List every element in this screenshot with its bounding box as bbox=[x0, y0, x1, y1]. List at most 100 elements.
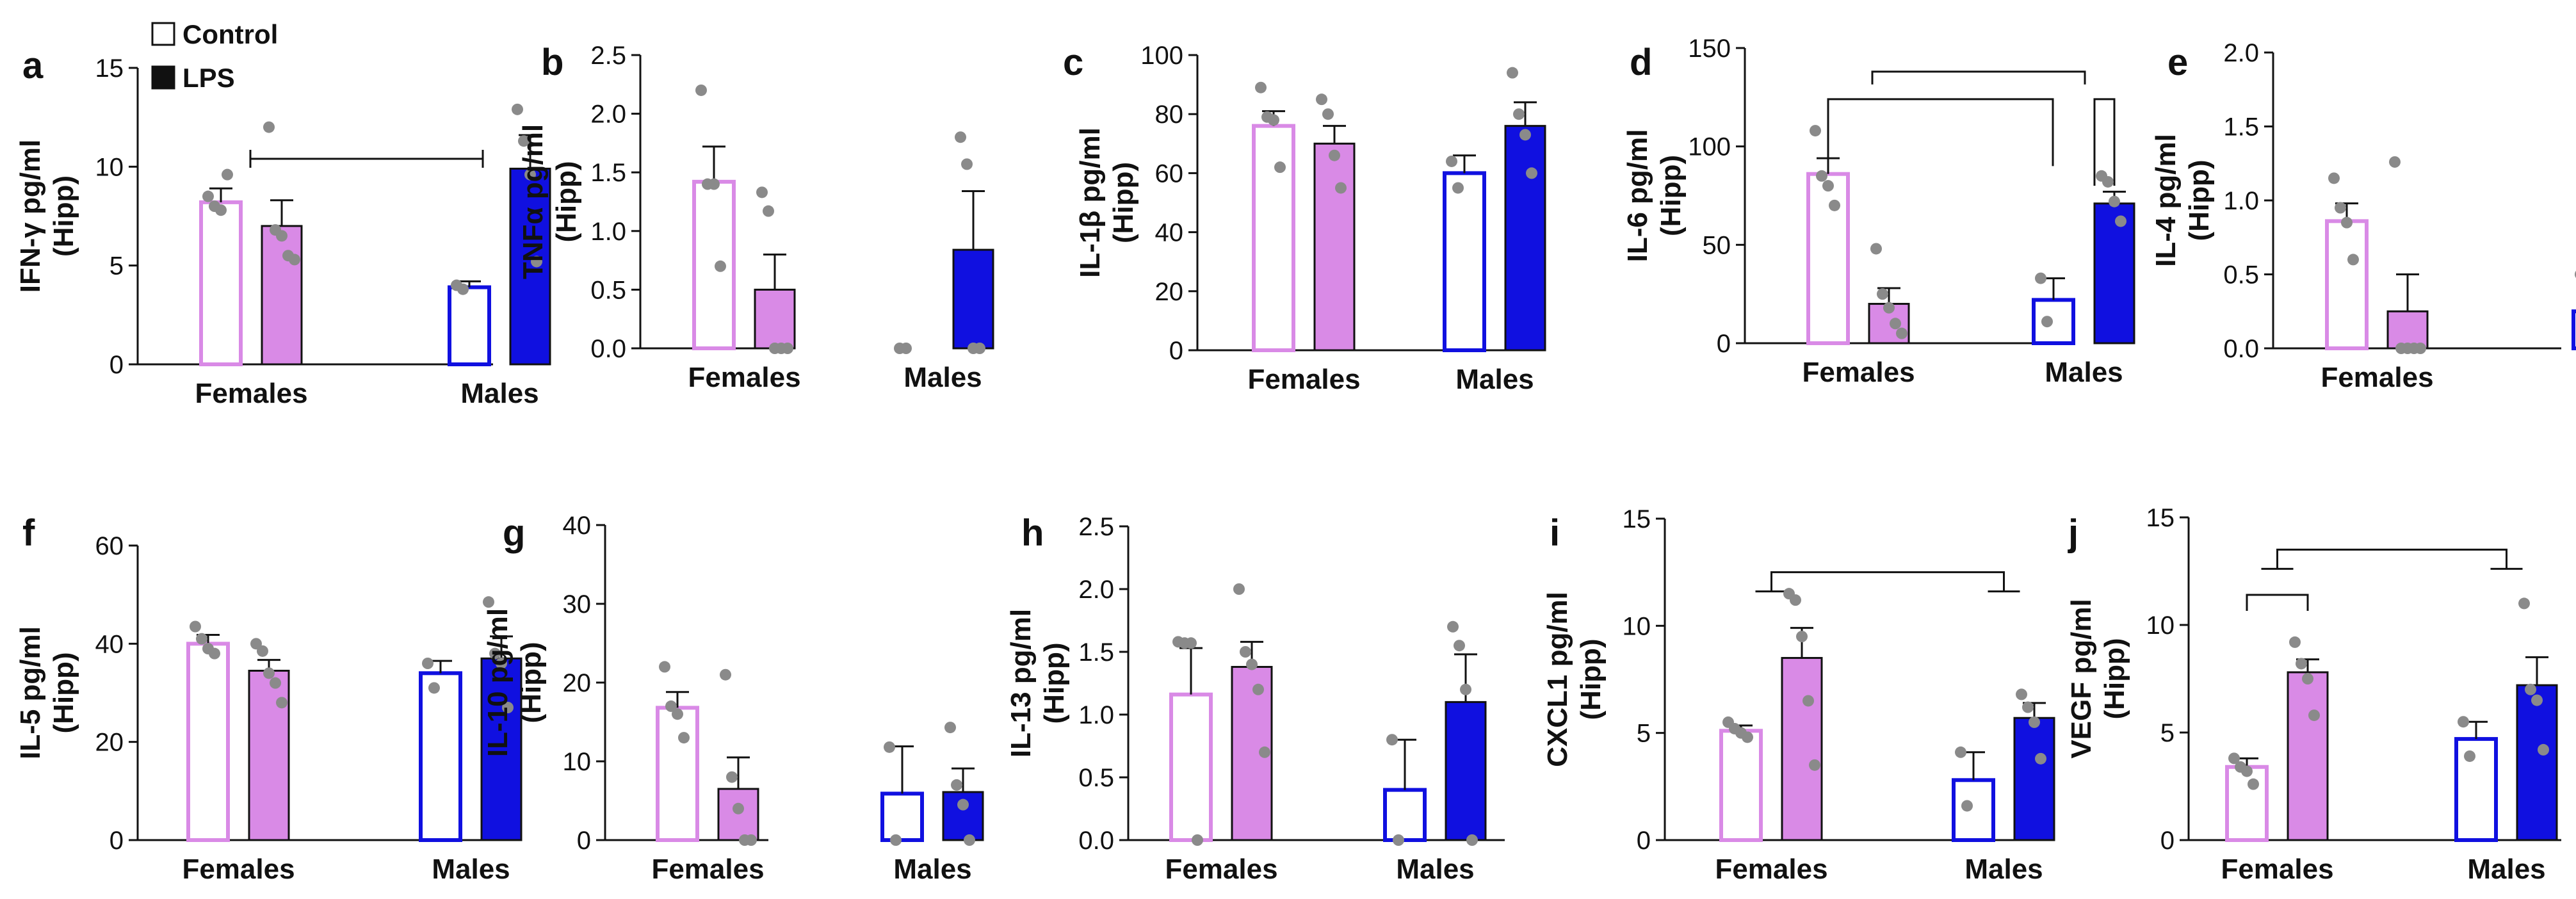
data-point bbox=[1829, 199, 1840, 211]
data-point bbox=[1329, 149, 1340, 161]
y-tick-label: 150 bbox=[1688, 35, 1731, 63]
bar bbox=[1781, 657, 1823, 841]
data-point bbox=[2296, 658, 2307, 670]
panel-letter: e bbox=[2167, 42, 2188, 83]
data-point bbox=[1259, 746, 1270, 758]
bar-group-females-lps bbox=[2287, 636, 2329, 841]
y-tick-label: 0 bbox=[577, 827, 591, 855]
bar bbox=[754, 288, 796, 350]
data-point bbox=[2464, 750, 2475, 762]
y-axis-label-line: (Hipp) bbox=[515, 642, 547, 723]
data-point bbox=[2347, 254, 2359, 266]
data-point bbox=[209, 647, 220, 660]
data-point bbox=[1809, 759, 1820, 771]
legend-lps-label: LPS bbox=[182, 63, 235, 93]
bar-group-females-lps bbox=[1781, 588, 1823, 841]
significance-bracket bbox=[2093, 98, 2116, 186]
y-axis-label-line: IL-5 pg/ml bbox=[15, 626, 46, 759]
x-category-label: Females bbox=[2321, 362, 2433, 393]
data-point bbox=[1460, 683, 1471, 695]
bar-group-males-control bbox=[2032, 272, 2075, 345]
y-tick-label: 0 bbox=[109, 351, 124, 379]
bar bbox=[656, 706, 699, 842]
panel-h: h IL-13 pg/ml(Hipp) 0.0 0.5 1.0 1.5 2.0 2.5 Fema… bbox=[1005, 512, 1505, 885]
data-point bbox=[1252, 683, 1264, 695]
data-point bbox=[196, 633, 207, 645]
data-point bbox=[733, 802, 744, 814]
bar bbox=[199, 200, 243, 367]
data-point bbox=[1883, 302, 1895, 314]
y-tick-label: 1.0 bbox=[590, 218, 626, 246]
data-point bbox=[678, 732, 690, 744]
y-axis-label: IL-5 pg/ml(Hipp) bbox=[15, 626, 79, 759]
data-point bbox=[708, 178, 720, 190]
data-point bbox=[222, 168, 233, 181]
data-point bbox=[884, 741, 895, 753]
y-axis-label-line: VEGF pg/ml bbox=[2066, 599, 2097, 758]
bar-group-males-lps bbox=[1445, 620, 1487, 846]
bar-group-males-control bbox=[2454, 716, 2498, 842]
data-point bbox=[672, 708, 683, 720]
bar-group-females-control bbox=[1719, 716, 1763, 842]
data-point bbox=[964, 834, 975, 846]
data-point bbox=[2525, 683, 2536, 695]
data-point bbox=[890, 834, 902, 846]
x-category-label: Females bbox=[2221, 854, 2333, 885]
data-point bbox=[2335, 202, 2346, 214]
data-point bbox=[1268, 114, 1279, 126]
data-point bbox=[276, 697, 288, 709]
bar bbox=[2287, 671, 2329, 841]
legend-lps-swatch bbox=[151, 65, 175, 90]
bar-group-females-lps bbox=[2386, 156, 2429, 354]
panel-i: i CXCL1 pg/ml(Hipp) 0 5 10 15 Females Males bbox=[1542, 505, 2055, 885]
significance-bracket bbox=[2276, 548, 2507, 569]
bar bbox=[717, 788, 759, 841]
bar-group-males-control bbox=[419, 658, 462, 843]
bar bbox=[1443, 171, 1486, 352]
panel-c: c IL-1β pg/ml(Hipp) 0 20 40 60 80 100 Females Mal… bbox=[1063, 42, 1546, 395]
data-point bbox=[257, 645, 268, 657]
y-axis-label-line: (Hipp) bbox=[1108, 162, 1139, 243]
data-point bbox=[1519, 129, 1531, 141]
data-point bbox=[270, 677, 281, 689]
y-tick-label: 60 bbox=[1155, 159, 1184, 188]
data-point bbox=[2415, 343, 2426, 354]
y-tick-label: 15 bbox=[2146, 504, 2175, 532]
y-axis-label: IL-1β pg/ml(Hipp) bbox=[1074, 127, 1139, 278]
y-tick-label: 0.0 bbox=[590, 335, 626, 363]
panel-b: b TNFα pg/ml(Hipp) 0.0 0.5 1.0 1.5 2.0 2.5 Femal… bbox=[517, 42, 994, 393]
data-point bbox=[422, 658, 433, 669]
y-tick-label: 10 bbox=[95, 153, 124, 181]
bar-group-males-lps bbox=[942, 722, 984, 846]
y-axis-label-line: TNFα pg/ml bbox=[517, 124, 549, 279]
bar bbox=[1806, 172, 1850, 345]
bar-group-females-control bbox=[656, 661, 699, 842]
bar bbox=[2454, 737, 2498, 842]
data-point bbox=[2109, 195, 2120, 207]
data-point bbox=[1255, 81, 1267, 93]
bar-group-males-lps bbox=[952, 131, 994, 354]
bar-group-males-control bbox=[2572, 270, 2576, 350]
y-axis-label-line: (Hipp) bbox=[1655, 155, 1687, 236]
bar bbox=[419, 671, 462, 843]
bar bbox=[448, 285, 491, 366]
data-point bbox=[263, 667, 275, 679]
y-axis-label-line: (Hipp) bbox=[48, 175, 79, 257]
bar-group-males-lps bbox=[509, 103, 551, 366]
data-point bbox=[961, 158, 973, 170]
data-point bbox=[202, 190, 214, 202]
data-point bbox=[1896, 327, 1908, 339]
bar-group-males-lps bbox=[2093, 170, 2135, 344]
y-tick-label: 20 bbox=[563, 669, 592, 697]
bar bbox=[880, 791, 924, 843]
data-point bbox=[483, 596, 494, 608]
bar bbox=[2013, 717, 2055, 841]
y-tick-label: 0 bbox=[1637, 827, 1651, 855]
y-tick-label: 1.5 bbox=[1078, 638, 1114, 667]
data-point bbox=[190, 620, 201, 633]
y-tick-label: 0 bbox=[2160, 827, 2175, 855]
bar bbox=[1383, 788, 1427, 842]
y-tick-label: 1.5 bbox=[590, 159, 626, 187]
bar-group-females-lps bbox=[754, 186, 796, 354]
y-tick-label: 1.0 bbox=[2223, 187, 2259, 215]
